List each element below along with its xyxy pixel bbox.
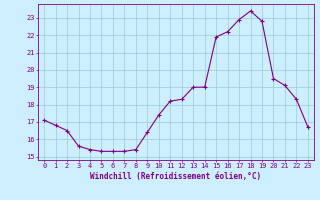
X-axis label: Windchill (Refroidissement éolien,°C): Windchill (Refroidissement éolien,°C)	[91, 172, 261, 181]
